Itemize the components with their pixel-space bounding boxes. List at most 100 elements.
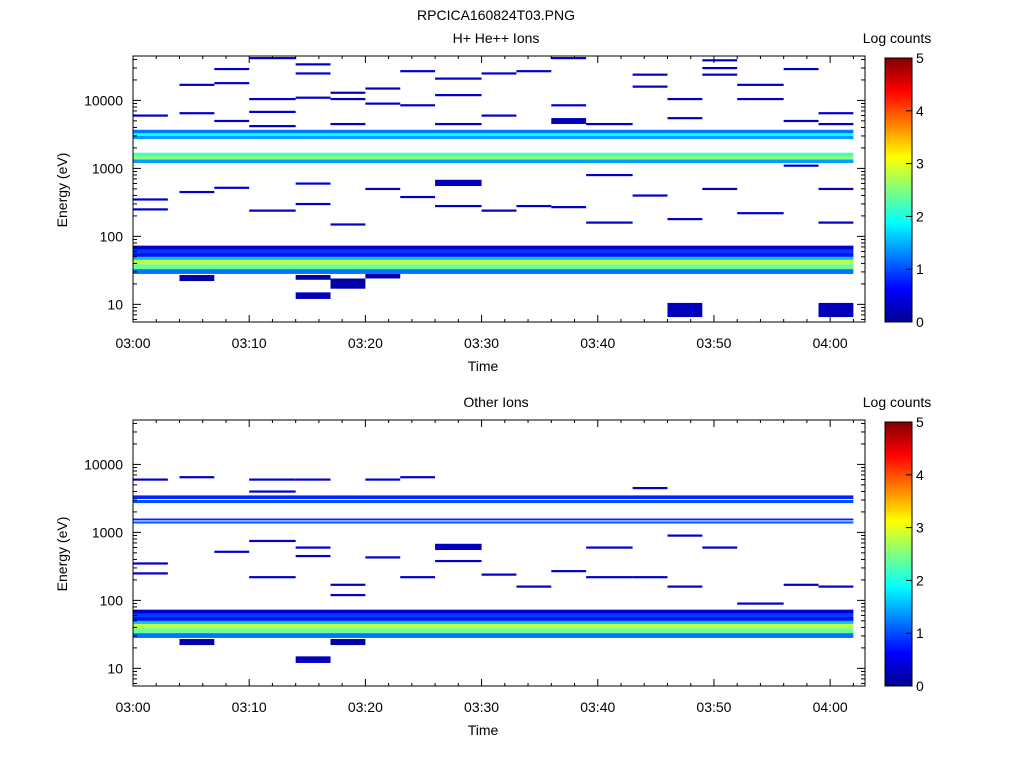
y-tick-label: 10 bbox=[107, 660, 123, 676]
count-block bbox=[818, 302, 854, 318]
colorbar-frame bbox=[884, 421, 913, 687]
count-line bbox=[400, 576, 436, 579]
count-line bbox=[249, 209, 296, 212]
count-block bbox=[435, 179, 482, 187]
count-line bbox=[667, 585, 703, 588]
colorbar-tick-label: 0 bbox=[916, 314, 924, 330]
count-line bbox=[818, 122, 854, 126]
x-tick-label: 03:40 bbox=[580, 335, 615, 351]
heatmap-plot: 03:00 03:10 03:20 03:30 03:40 03:50 04:00 10 100… bbox=[84, 55, 866, 351]
y-tick-label: 100 bbox=[100, 228, 124, 244]
count-line bbox=[818, 585, 854, 588]
count-line bbox=[249, 125, 296, 128]
energy-band bbox=[133, 256, 854, 260]
energy-band bbox=[133, 156, 854, 160]
y-tick-label: 100 bbox=[100, 592, 124, 608]
colorbar-tick-label: 3 bbox=[916, 156, 924, 172]
panel-title: Other Ions bbox=[463, 394, 528, 410]
colorbar-frame bbox=[884, 57, 913, 323]
count-line bbox=[702, 546, 738, 549]
count-line bbox=[435, 204, 482, 208]
x-tick-label: 04:00 bbox=[813, 335, 848, 351]
energy-band bbox=[133, 499, 854, 504]
count-line bbox=[818, 112, 854, 115]
count-line bbox=[365, 556, 401, 559]
count-line bbox=[435, 122, 482, 126]
energy-band bbox=[133, 135, 854, 140]
colorbar-tick-label: 0 bbox=[916, 678, 924, 694]
count-line bbox=[214, 119, 250, 123]
energy-band bbox=[133, 518, 854, 521]
count-line bbox=[551, 104, 587, 107]
count-line bbox=[632, 486, 668, 490]
count-line bbox=[818, 187, 854, 191]
count-line bbox=[295, 202, 331, 206]
count-line bbox=[133, 478, 168, 481]
count-line bbox=[586, 576, 633, 579]
y-tick-label: 1000 bbox=[92, 524, 123, 540]
count-line bbox=[667, 117, 703, 120]
y-tick-label: 10000 bbox=[84, 92, 123, 108]
colorbar-tick-label: 4 bbox=[916, 467, 924, 483]
energy-band bbox=[133, 521, 854, 524]
energy-band bbox=[133, 152, 854, 157]
energy-band bbox=[133, 623, 854, 629]
count-line bbox=[400, 70, 436, 73]
energy-band bbox=[133, 249, 854, 253]
count-line bbox=[133, 208, 168, 211]
count-line bbox=[133, 562, 168, 565]
y-axis-label: Energy (eV) bbox=[54, 153, 70, 228]
count-line bbox=[481, 114, 517, 117]
count-line bbox=[365, 87, 401, 90]
count-block bbox=[295, 656, 331, 663]
energy-band bbox=[133, 628, 854, 634]
count-line bbox=[179, 112, 215, 115]
panel-h-he-ions: H+ He++ Ions Time Energy (eV) Log counts… bbox=[54, 30, 931, 374]
count-line bbox=[179, 476, 215, 479]
count-line bbox=[295, 72, 331, 75]
x-tick-label: 03:20 bbox=[348, 699, 383, 715]
energy-band bbox=[133, 620, 854, 624]
count-line bbox=[435, 77, 482, 80]
count-line bbox=[249, 576, 296, 579]
energy-band bbox=[133, 609, 854, 614]
colorbar-tick-label: 1 bbox=[916, 625, 924, 641]
count-line bbox=[330, 593, 366, 597]
count-line bbox=[737, 602, 784, 605]
colorbar-tick-label: 3 bbox=[916, 520, 924, 536]
x-tick-label: 03:30 bbox=[464, 699, 499, 715]
count-line bbox=[818, 221, 854, 224]
count-line bbox=[295, 478, 331, 481]
energy-band bbox=[133, 259, 854, 265]
energy-band bbox=[133, 269, 854, 274]
count-line bbox=[516, 70, 552, 73]
count-line bbox=[737, 83, 784, 86]
y-axis-label: Energy (eV) bbox=[54, 517, 70, 592]
energy-band bbox=[133, 613, 854, 617]
x-axis-label: Time bbox=[468, 358, 499, 374]
colorbar-tick-label: 2 bbox=[916, 572, 924, 588]
count-line bbox=[667, 97, 703, 101]
count-line bbox=[586, 122, 633, 126]
colorbar: 0 1 2 3 4 5 bbox=[884, 414, 924, 694]
count-block bbox=[365, 273, 401, 279]
count-block bbox=[179, 639, 215, 646]
count-block bbox=[295, 275, 331, 280]
y-tick-label: 1000 bbox=[92, 160, 123, 176]
colorbar-tick-label: 5 bbox=[916, 414, 924, 430]
count-line bbox=[295, 63, 331, 66]
colorbar: 0 1 2 3 4 5 bbox=[884, 50, 924, 330]
x-tick-label: 04:00 bbox=[813, 699, 848, 715]
count-line bbox=[667, 534, 703, 537]
count-line bbox=[551, 57, 587, 60]
count-line bbox=[400, 195, 436, 199]
count-line bbox=[249, 490, 296, 493]
x-tick-label: 03:50 bbox=[696, 699, 731, 715]
count-line bbox=[400, 476, 436, 479]
colorbar-gradient bbox=[885, 422, 912, 686]
x-tick-label: 03:50 bbox=[696, 335, 731, 351]
energy-band bbox=[133, 133, 854, 136]
count-line bbox=[295, 546, 331, 549]
count-line bbox=[702, 59, 738, 62]
